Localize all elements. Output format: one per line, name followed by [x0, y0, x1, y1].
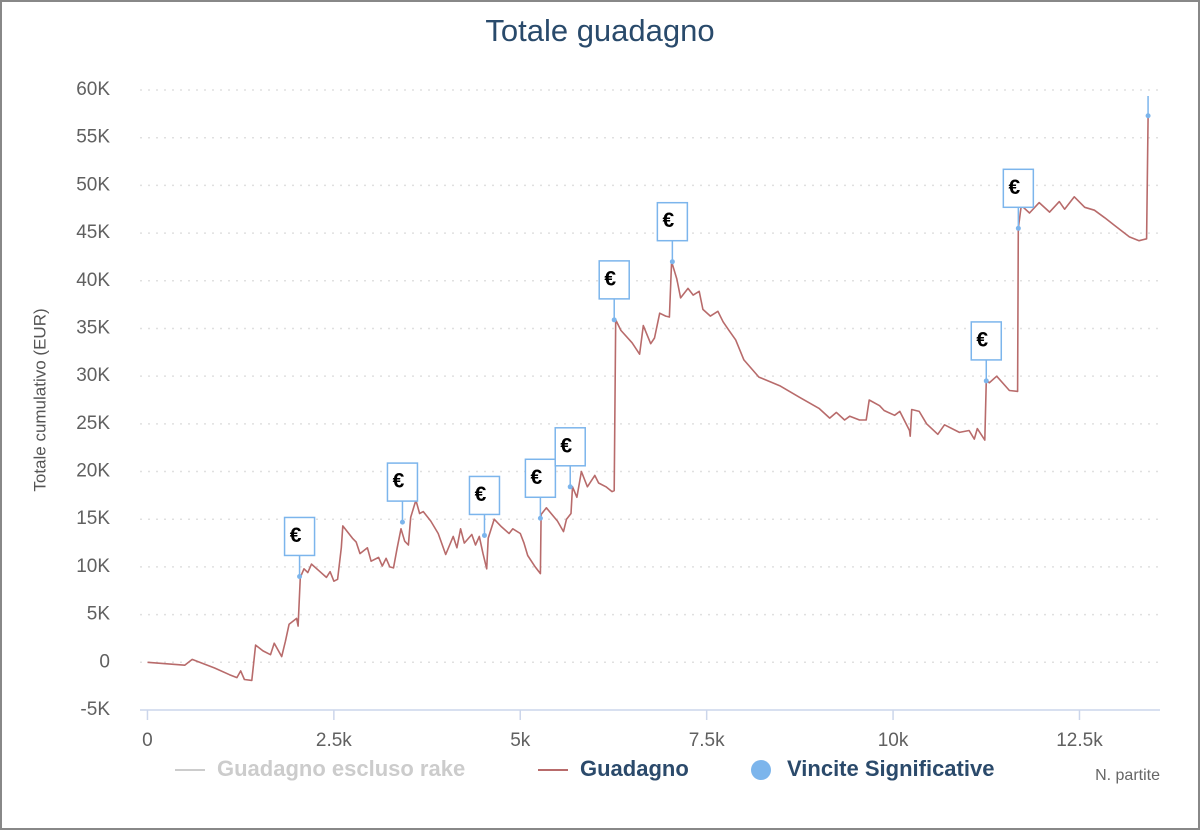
flag-label: €: [290, 524, 302, 547]
flag-box: [554, 427, 586, 467]
y-tick-label: 5K: [87, 604, 111, 625]
flag: €: [524, 458, 557, 521]
flag: €: [970, 321, 1003, 384]
flag-label: €: [1008, 176, 1020, 199]
x-tick-label: 2.5k: [316, 730, 352, 751]
flag-point: [983, 378, 989, 384]
flag: €: [386, 462, 419, 525]
y-tick-label: 15K: [76, 508, 110, 529]
flag-point: [537, 515, 543, 521]
flag: €: [554, 427, 586, 490]
x-tick-label: 0: [142, 730, 153, 751]
y-tick-label: 45K: [76, 222, 110, 243]
flag-point: [1145, 113, 1151, 119]
flag-box: [970, 321, 1003, 361]
x-axis-title: N. partite: [1095, 767, 1160, 784]
x-tick-label: 10k: [878, 730, 909, 751]
y-tick-label: 10K: [76, 556, 110, 577]
flag-point: [481, 532, 487, 538]
y-axis-title: Totale cumulativo (EUR): [30, 308, 49, 491]
legend-label: Guadagno: [580, 756, 689, 781]
flag-box: [468, 475, 501, 516]
flag-label: €: [560, 434, 572, 457]
legend-item[interactable]: Guadagno: [538, 756, 689, 781]
flag-label: €: [604, 267, 616, 290]
flag-box: [1002, 168, 1035, 209]
legend-item[interactable]: Vincite Significative: [751, 756, 994, 781]
x-tick-label: 7.5k: [689, 730, 725, 751]
flag-box: [598, 260, 630, 300]
y-tick-label: 55K: [76, 127, 110, 148]
axes: -5K 0 5K 10K 15K 20K 25K 30K 35K 40K 45K 50K 55K 60K 0…: [76, 79, 1160, 751]
series-line: [147, 115, 1149, 682]
y-tick-label: 50K: [76, 174, 110, 195]
flag-point: [567, 484, 573, 490]
chart-title: Totale guadagno: [485, 13, 714, 48]
flag-label: €: [531, 466, 543, 489]
y-tick-label: 60K: [76, 79, 110, 100]
x-tick-label: 5k: [510, 730, 531, 751]
y-tick-label: 0: [99, 651, 110, 672]
x-tick-label: 12.5k: [1056, 730, 1103, 751]
flag-point: [1015, 225, 1021, 231]
series-lines: [147, 115, 1149, 682]
y-tick-label: 40K: [76, 270, 110, 291]
flag-box: [524, 458, 557, 499]
flag-label: €: [663, 209, 675, 232]
flag-point: [611, 317, 617, 323]
flag: €: [468, 475, 501, 538]
flag-point: [297, 573, 303, 579]
legend-label: Vincite Significative: [787, 756, 994, 781]
legend-item[interactable]: Guadagno escluso rake: [175, 756, 465, 781]
flag-box: [656, 201, 689, 242]
flags: € € € € € € € € € €: [283, 96, 1151, 579]
y-tick-label: 20K: [76, 461, 110, 482]
y-tick-label: 35K: [76, 317, 110, 338]
flag: €: [283, 516, 316, 579]
legend-label: Guadagno escluso rake: [217, 756, 465, 781]
flag-box: [386, 462, 419, 502]
flag: €: [656, 201, 689, 265]
y-tick-label: -5K: [80, 699, 110, 720]
flag-point: [399, 519, 405, 525]
flag-label: €: [393, 470, 405, 493]
flag-label: €: [475, 483, 487, 506]
legend-symbol: [751, 760, 771, 780]
legend: Guadagno escluso rake Guadagno Vincite Sig…: [175, 756, 994, 781]
y-tick-label: 25K: [76, 413, 110, 434]
flag: €: [598, 260, 630, 323]
flag: €: [1002, 168, 1035, 231]
y-tick-label: 30K: [76, 365, 110, 386]
flag-label: €: [976, 328, 988, 351]
flag-point: [669, 259, 675, 265]
flag: €: [1145, 96, 1151, 119]
flag-box: [283, 516, 316, 557]
